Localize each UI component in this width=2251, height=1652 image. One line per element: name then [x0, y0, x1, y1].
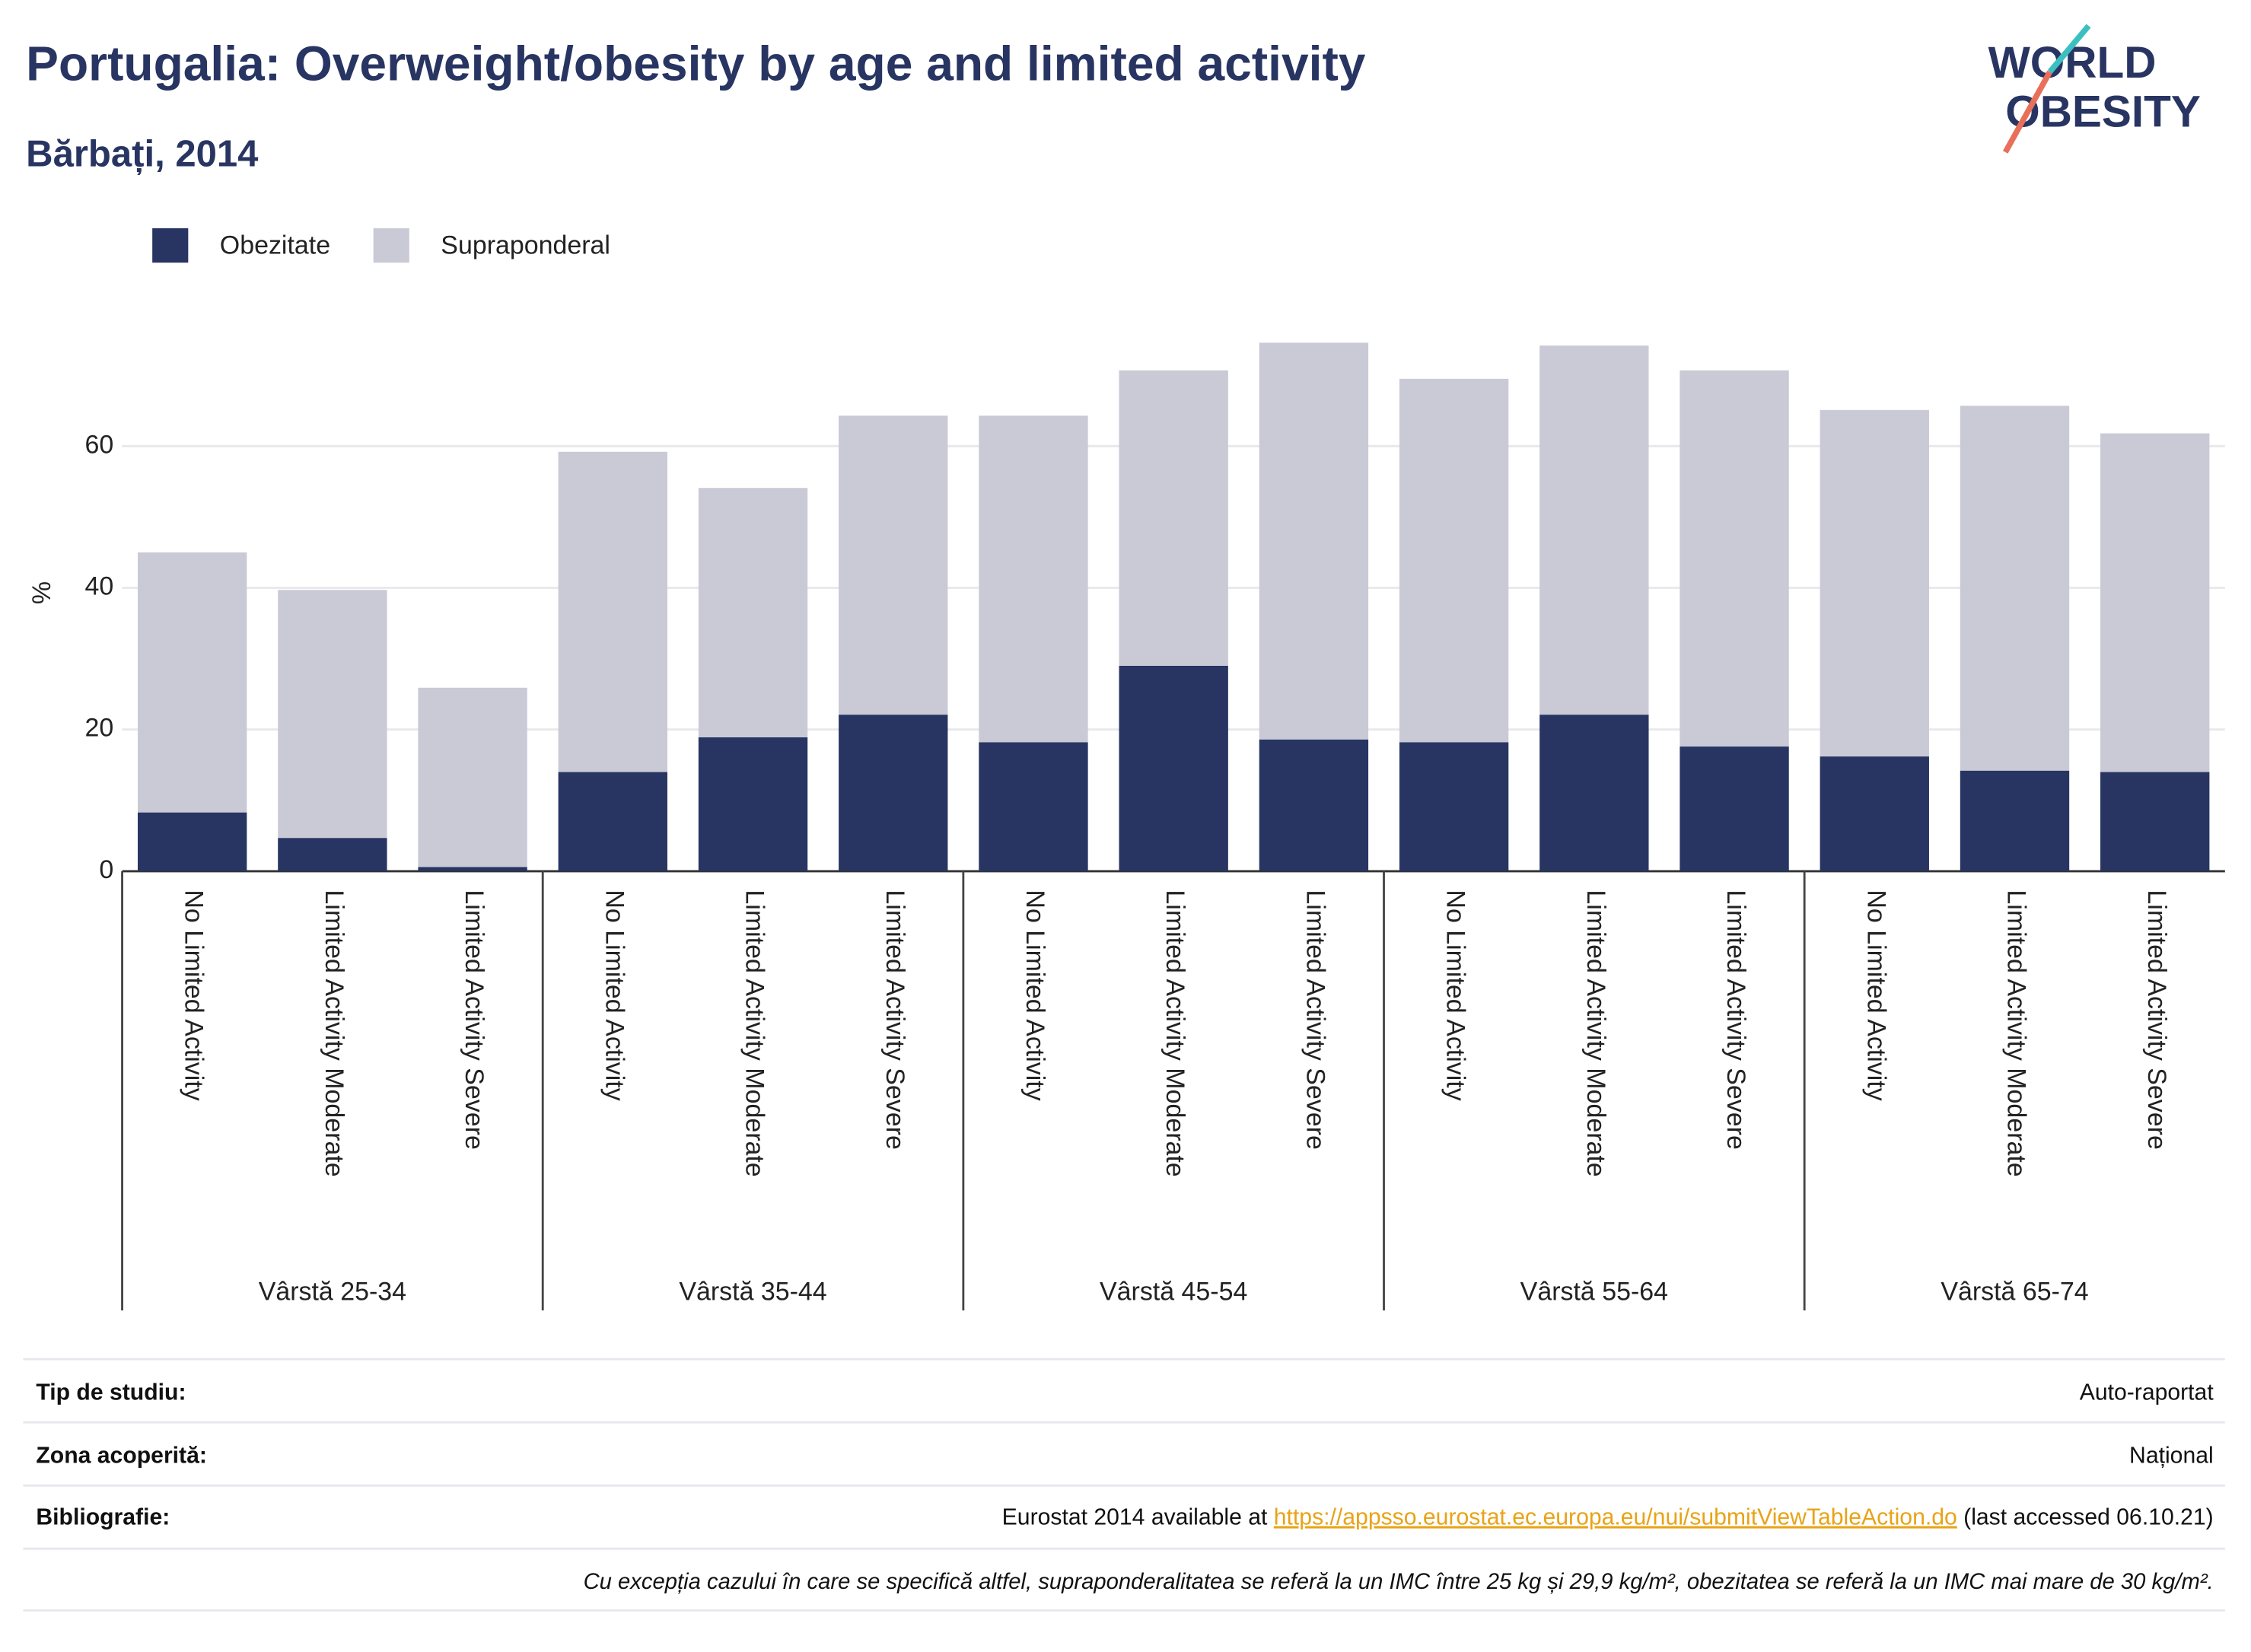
bar-segment: [2100, 433, 2210, 772]
bibliography-text: (last accessed 06.10.21): [1957, 1505, 2214, 1530]
footer-value: Auto-raportat: [2080, 1380, 2214, 1405]
bar-segment: [698, 737, 808, 871]
y-tick-label: 40: [84, 571, 113, 600]
bar-segment: [1679, 370, 1789, 747]
group-label: Vârstă 65-74: [1941, 1277, 2088, 1306]
chart-title: Portugalia: Overweight/obesity by age an…: [26, 37, 1366, 91]
x-tick-label: Limited Activity Severe: [1721, 890, 1750, 1149]
y-tick-label: 0: [99, 855, 113, 884]
bar-segment: [418, 867, 527, 871]
y-axis-label: %: [27, 581, 56, 604]
x-tick-label: Limited Activity Severe: [880, 890, 909, 1149]
bar-segment: [2100, 772, 2210, 871]
x-tick-label: Limited Activity Moderate: [320, 890, 349, 1176]
bibliography-text: Eurostat 2014 available at: [1002, 1505, 1274, 1530]
bar-segment: [137, 812, 247, 871]
x-tick-label: No Limited Activity: [180, 890, 209, 1100]
logo-stroke: [2002, 70, 2053, 154]
bar-segment: [1820, 756, 1929, 871]
bar-segment: [558, 772, 667, 871]
bar-segment: [1259, 739, 1369, 871]
bar-segment: [1820, 409, 1929, 757]
bar-segment: [979, 415, 1088, 743]
bar-segment: [1960, 770, 2070, 871]
bar-segment: [698, 488, 808, 737]
group-label: Vârstă 35-44: [679, 1277, 826, 1306]
footer-value: Eurostat 2014 available at https://appss…: [1002, 1505, 2214, 1530]
x-tick-label: Limited Activity Severe: [460, 890, 489, 1149]
legend-swatch: [373, 228, 409, 263]
footer-label: Zona acoperită:: [36, 1443, 207, 1468]
footer-label: Bibliografie:: [36, 1505, 170, 1530]
x-tick-label: Limited Activity Severe: [1301, 890, 1329, 1149]
bar-segment: [1539, 715, 1649, 871]
x-tick-label: Limited Activity Severe: [2142, 890, 2171, 1149]
bar-segment: [278, 590, 387, 839]
logo-stroke: [2047, 24, 2091, 74]
x-tick-label: No Limited Activity: [600, 890, 629, 1100]
x-tick-label: No Limited Activity: [1020, 890, 1049, 1100]
bibliography-link[interactable]: https://appsso.eurostat.ec.europa.eu/nui…: [1274, 1505, 1957, 1530]
bar-segment: [418, 687, 527, 867]
x-tick-label: Limited Activity Moderate: [1161, 890, 1189, 1176]
group-label: Vârstă 25-34: [259, 1277, 406, 1306]
x-tick-label: Limited Activity Moderate: [2002, 890, 2031, 1176]
legend-swatch: [152, 228, 189, 263]
bar-segment: [1679, 746, 1789, 871]
bar-segment: [1960, 406, 2070, 771]
bar-segment: [558, 451, 667, 772]
footer-note: Cu excepția cazului în care se specifică…: [584, 1570, 2214, 1594]
logo: WORLD OBESITY: [1988, 24, 2201, 154]
bar-segment: [979, 742, 1088, 871]
bar-segment: [839, 715, 948, 871]
chart-subtitle: Bărbați, 2014: [26, 134, 258, 175]
x-tick-label: No Limited Activity: [1861, 890, 1890, 1100]
y-tick-label: 60: [84, 430, 113, 459]
footer-value: Național: [2129, 1443, 2214, 1468]
x-tick-label: Limited Activity Moderate: [740, 890, 769, 1176]
group-label: Vârstă 55-64: [1520, 1277, 1668, 1306]
bar-segment: [137, 552, 247, 813]
bar-segment: [1119, 665, 1228, 871]
x-tick-label: Limited Activity Moderate: [1581, 890, 1610, 1176]
bar-segment: [1539, 345, 1649, 715]
legend-label: Supraponderal: [441, 231, 610, 259]
x-tick-label: No Limited Activity: [1441, 890, 1470, 1100]
bar-segment: [1119, 370, 1228, 666]
legend-label: Obezitate: [220, 231, 330, 259]
bar-segment: [1399, 742, 1509, 871]
group-label: Vârstă 45-54: [1100, 1277, 1247, 1306]
bar-segment: [1399, 378, 1509, 743]
footer-label: Tip de studiu:: [36, 1380, 186, 1405]
bar-segment: [278, 838, 387, 871]
y-tick-label: 20: [84, 714, 113, 743]
bar-segment: [1259, 342, 1369, 740]
bar-segment: [839, 415, 948, 715]
